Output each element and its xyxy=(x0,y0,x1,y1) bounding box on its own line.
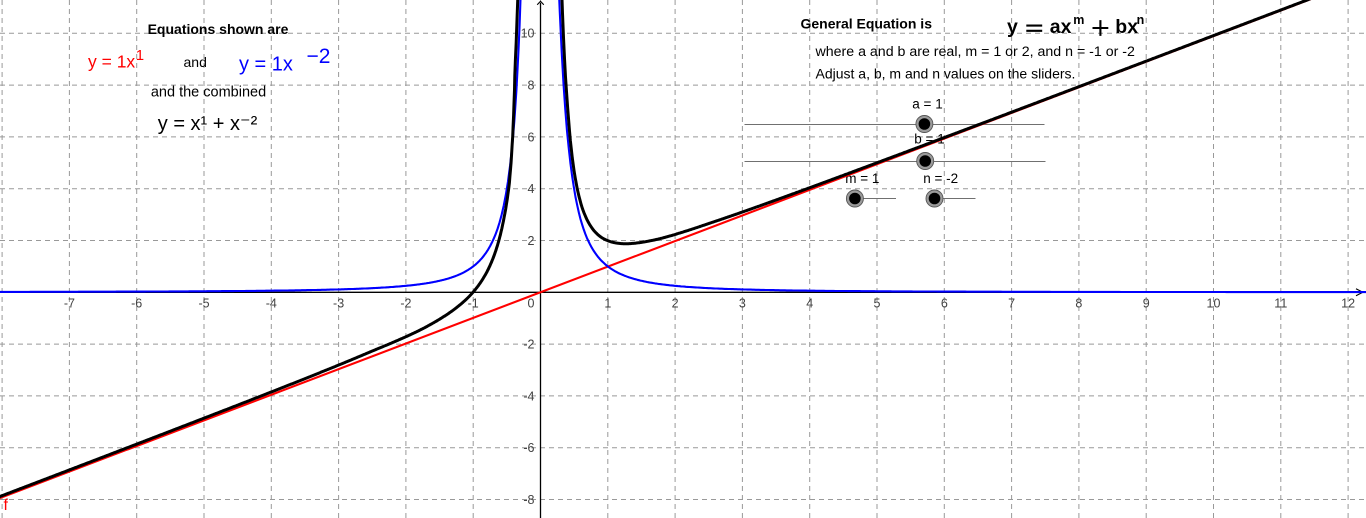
svg-text:y = 1x: y = 1x xyxy=(239,54,293,76)
svg-text:Adjust a, b, m and n values on: Adjust a, b, m and n values on the slide… xyxy=(816,66,1076,82)
svg-text:6: 6 xyxy=(528,130,535,144)
svg-text:9: 9 xyxy=(1143,297,1150,311)
svg-text:1: 1 xyxy=(604,297,611,311)
svg-text:y = 1x1: y = 1x1 xyxy=(88,47,144,72)
svg-text:8: 8 xyxy=(528,79,535,93)
svg-text:2: 2 xyxy=(672,297,679,311)
svg-text:m = 1: m = 1 xyxy=(845,171,879,186)
svg-text:2: 2 xyxy=(528,234,535,248)
svg-text:-5: -5 xyxy=(198,297,209,311)
svg-text:0: 0 xyxy=(528,297,535,311)
svg-text:a = 1: a = 1 xyxy=(912,97,942,112)
svg-text:7: 7 xyxy=(1008,297,1015,311)
svg-text:-2: -2 xyxy=(400,297,411,311)
svg-text:b = 1: b = 1 xyxy=(914,132,944,147)
svg-text:8: 8 xyxy=(1075,297,1082,311)
svg-text:−2: −2 xyxy=(307,45,331,68)
svg-text:-3: -3 xyxy=(333,297,344,311)
svg-text:10: 10 xyxy=(1207,297,1221,311)
svg-text:and the combined: and the combined xyxy=(151,85,266,101)
svg-text:-7: -7 xyxy=(64,297,75,311)
svg-text:-2: -2 xyxy=(523,338,534,352)
svg-text:-4: -4 xyxy=(266,297,277,311)
svg-text:-6: -6 xyxy=(131,297,142,311)
svg-text:12: 12 xyxy=(1341,297,1355,311)
svg-text:General Equation is: General Equation is xyxy=(801,16,933,32)
svg-text:11: 11 xyxy=(1274,297,1287,311)
svg-text:4: 4 xyxy=(528,182,535,196)
svg-text:6: 6 xyxy=(941,297,948,311)
svg-text:mn: mn xyxy=(1073,13,1144,27)
svg-text:f: f xyxy=(4,497,9,514)
svg-text:3: 3 xyxy=(739,297,746,311)
svg-text:10: 10 xyxy=(521,27,535,41)
svg-text:n = -2: n = -2 xyxy=(923,171,958,186)
svg-text:-1: -1 xyxy=(468,297,479,311)
svg-text:-6: -6 xyxy=(523,441,534,455)
svg-text:-4: -4 xyxy=(523,389,534,403)
svg-text:where a and b are real, m = 1: where a and b are real, m = 1 or 2, and … xyxy=(815,44,1136,60)
svg-text:Equations shown are: Equations shown are xyxy=(148,21,289,37)
svg-text:5: 5 xyxy=(874,297,881,311)
svg-text:-8: -8 xyxy=(523,493,534,507)
svg-text:4: 4 xyxy=(806,297,813,311)
svg-text:y = x¹ + x⁻²: y = x¹ + x⁻² xyxy=(158,113,258,135)
svg-text:and: and xyxy=(184,54,207,70)
